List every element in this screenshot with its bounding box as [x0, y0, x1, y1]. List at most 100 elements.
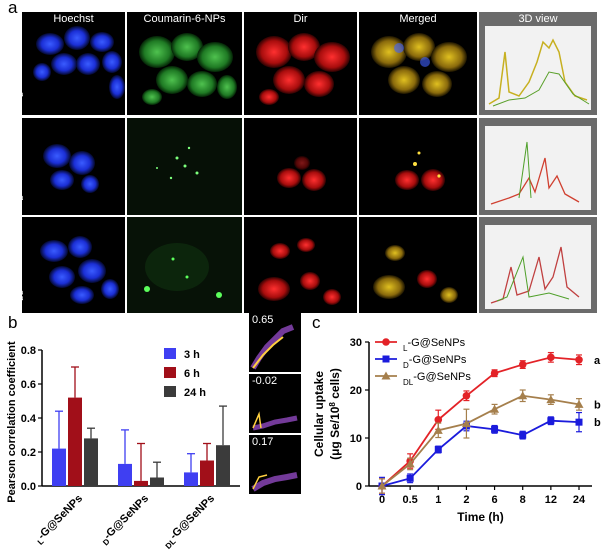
legend-label: 24 h	[184, 387, 206, 399]
y-axis-title: Pearson correlation coefficient	[6, 341, 18, 503]
panel-letter-b: b	[8, 313, 18, 332]
significance-label: b	[594, 417, 601, 429]
significance-label: a	[594, 355, 601, 367]
row-label-D: D-G@SeNPs	[8, 131, 26, 201]
legend-label: 6 h	[184, 368, 200, 380]
colocalization-scatter-DL: 0.17	[249, 435, 301, 494]
data-point	[461, 419, 471, 428]
scatter-plot-image	[252, 411, 298, 431]
coumarin-image	[127, 217, 242, 313]
x-axis-title: Time (h)	[457, 510, 503, 524]
merged-image	[373, 245, 458, 303]
dir-image	[258, 238, 341, 305]
series-line	[381, 356, 580, 487]
legend-marker	[382, 338, 390, 346]
x-tick-label: 8	[520, 494, 526, 506]
plot-3d-L: 3D view	[479, 12, 597, 115]
data-point	[546, 395, 556, 404]
plot-3d-D	[479, 118, 597, 215]
bar	[52, 448, 66, 486]
y-tick-label: 0.0	[21, 481, 36, 493]
dir-image	[277, 156, 326, 191]
series-line	[381, 394, 580, 487]
coumarin-image	[139, 33, 237, 105]
bar	[184, 472, 198, 486]
merged-image	[371, 33, 467, 97]
data-point	[434, 446, 442, 454]
plot-3d-DL	[479, 217, 597, 313]
micrograph-dir-D	[244, 118, 357, 215]
3d-surface-plot	[485, 225, 591, 309]
x-category-label: D-G@SeNPs	[98, 493, 153, 548]
bar	[216, 445, 230, 486]
legend-label: DL-G@SeNPs	[403, 371, 471, 387]
data-point	[491, 425, 499, 433]
colocalization-scatter-D: -0.02	[249, 374, 301, 433]
data-point	[518, 391, 528, 400]
column-header-dir: Dir	[293, 13, 308, 25]
micrograph-merged-L: Merged	[359, 12, 477, 115]
pearson-value-DL: 0.17	[252, 436, 274, 448]
micrograph-hoechst-L: Hoechst	[22, 12, 125, 115]
micrograph-merged-D	[359, 118, 477, 215]
bar	[68, 397, 82, 486]
data-point	[547, 353, 555, 362]
row-label-DL: DL-G@SeNPs	[8, 227, 26, 301]
y-tick-label: 0.6	[21, 379, 36, 391]
legend-marker	[382, 355, 390, 363]
bar	[84, 438, 98, 486]
data-point	[377, 481, 387, 490]
micrograph-dir-L: Dir	[244, 12, 357, 115]
panel-letter-c: c	[312, 313, 321, 332]
micrograph-hoechst-DL	[22, 217, 125, 313]
colocalization-scatter-L: 0.65	[249, 313, 301, 372]
data-point	[574, 399, 584, 408]
legend-label: L-G@SeNPs	[403, 337, 466, 353]
bar	[150, 477, 164, 486]
y-tick-label: 0.2	[21, 447, 36, 459]
y-tick-label: 0.4	[21, 413, 37, 425]
legend-swatch	[164, 386, 176, 397]
y-tick-label: 30	[350, 337, 362, 349]
micrograph-merged-DL	[359, 217, 477, 313]
row-label-L: L-G@SeNPs	[8, 29, 26, 97]
3d-surface-plot	[485, 126, 591, 210]
data-point	[490, 369, 499, 377]
data-point	[518, 360, 527, 369]
data-point	[405, 459, 415, 468]
merged-image	[395, 151, 445, 191]
y-axis-title-line1: Cellular uptake	[312, 371, 326, 457]
y-tick-label: 0	[356, 481, 362, 493]
bar	[118, 463, 132, 486]
legend-marker	[381, 371, 391, 380]
hoechst-nuclei-image	[40, 236, 119, 304]
x-tick-label: 12	[545, 494, 557, 506]
legend-swatch	[164, 367, 176, 378]
3d-surface-plot	[485, 26, 591, 110]
hoechst-nuclei-image	[43, 144, 99, 193]
legend-label: D-G@SeNPs	[403, 354, 467, 370]
series-line	[381, 419, 580, 487]
x-category-label: DL-G@SeNPs	[160, 493, 218, 550]
data-point	[433, 425, 443, 434]
x-tick-label: 2	[463, 494, 469, 506]
data-point	[519, 431, 527, 439]
data-point	[434, 415, 443, 424]
panel-letter-a: a	[8, 0, 18, 17]
x-category-label: L-G@SeNPs	[32, 493, 86, 547]
x-tick-label: 0	[379, 494, 385, 506]
column-header-coumarin: Coumarin-6-NPs	[143, 13, 226, 25]
bar	[134, 480, 148, 486]
pearson-value-L: 0.65	[252, 314, 274, 326]
micrograph-coumarin-DL	[127, 217, 242, 313]
x-tick-label: 0.5	[402, 494, 417, 506]
coumarin-image	[127, 118, 242, 215]
y-tick-label: 10	[350, 433, 362, 445]
data-point	[575, 418, 583, 426]
column-header-hoechst: Hoechst	[53, 13, 94, 25]
column-header-3d: 3D view	[518, 13, 558, 25]
significance-label: b	[594, 399, 601, 411]
x-tick-label: 6	[492, 494, 498, 506]
